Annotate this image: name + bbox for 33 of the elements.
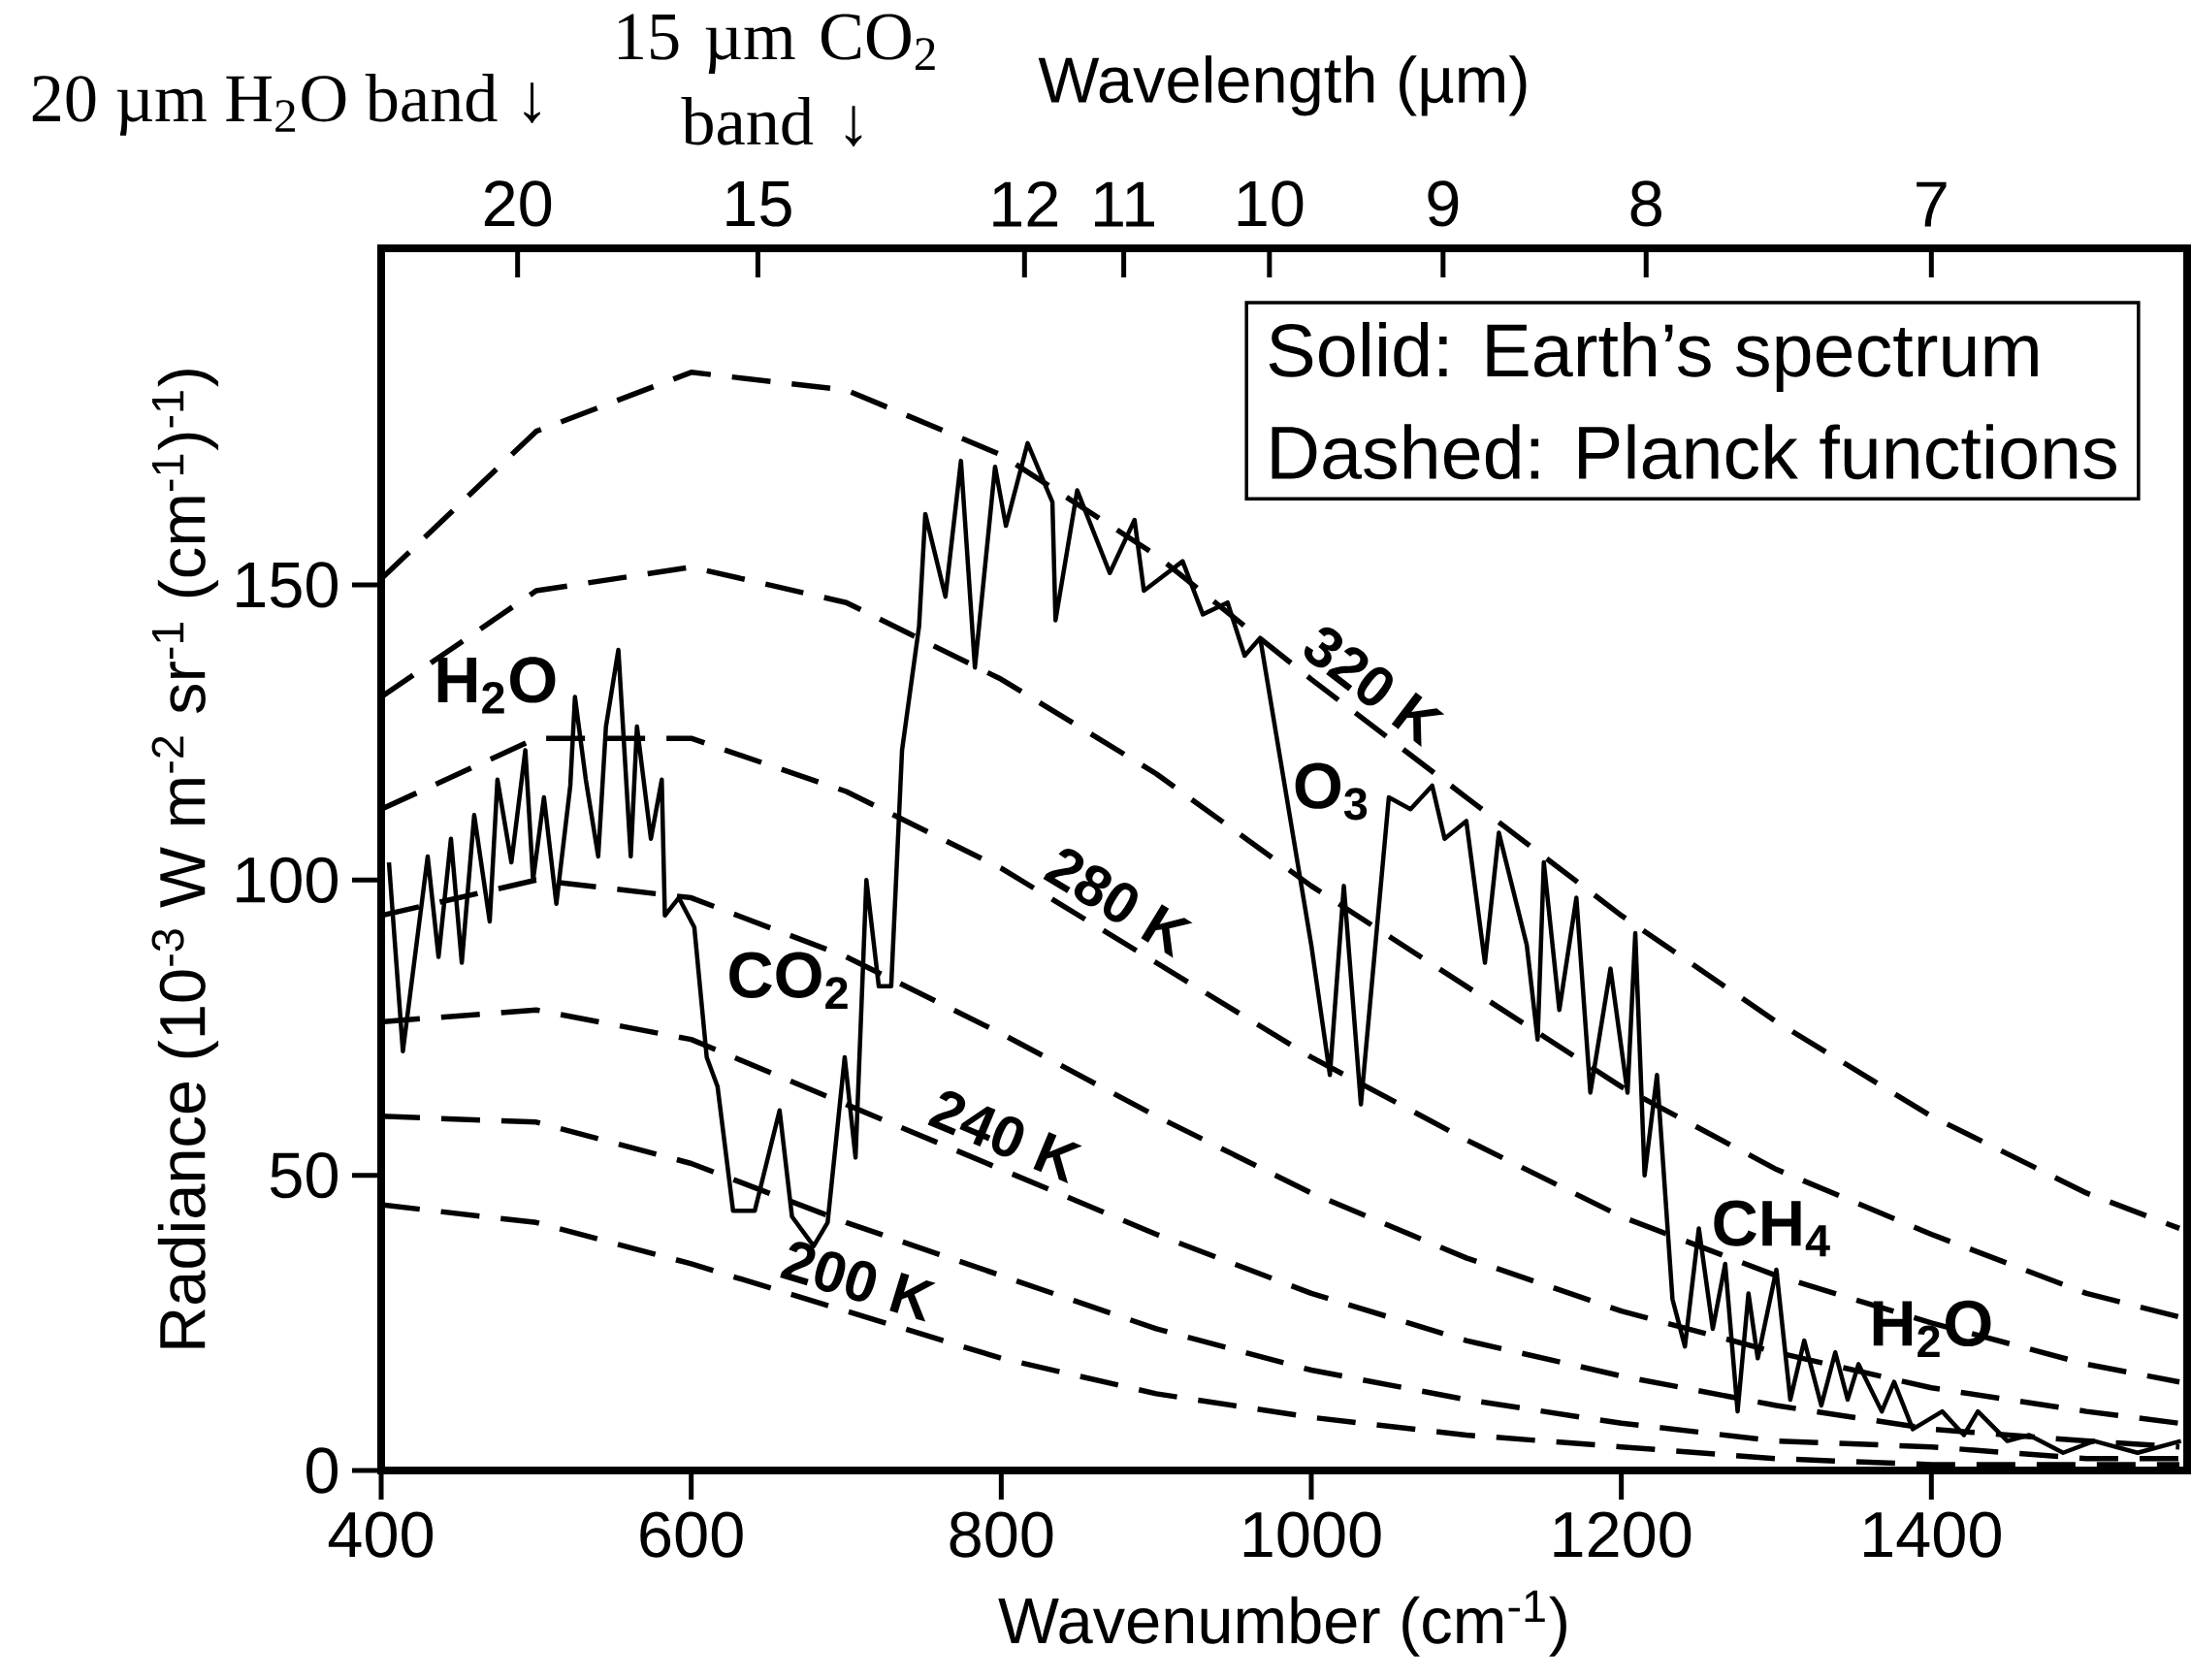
text: 11 xyxy=(1095,181,1154,227)
text: 280 K xyxy=(1043,849,1193,958)
text: 9 xyxy=(1428,180,1459,227)
text: 15 xyxy=(726,181,791,227)
text: Radiance (10$^{-3}$ W m$^{-2}$ sr$^{-1}$ (cm$^{-1}$)$^{-1}$) xyxy=(151,370,219,1348)
text: 10 xyxy=(1238,180,1304,227)
y-tick-label: 50 xyxy=(270,1152,338,1199)
text: 12 xyxy=(993,180,1058,227)
annotation: CO$_{2}$ xyxy=(729,952,848,1009)
x2-axis-title: Wavelength (µm) xyxy=(1038,55,1527,116)
x-tick-label: 600 xyxy=(640,1511,743,1558)
text: 20 µm H$_{2}$O band ↓ xyxy=(32,74,540,136)
x-tick-label: 1000 xyxy=(1243,1511,1381,1558)
annotation: O$_{3}$ xyxy=(1295,762,1368,821)
annotation: Dashed: Planck functions xyxy=(1272,424,2116,480)
annotation: CH$_{4}$ xyxy=(1714,1200,1830,1257)
x-tick-label: 1200 xyxy=(1554,1511,1692,1558)
y-tick-label: 100 xyxy=(237,856,338,903)
text: 200 K xyxy=(780,1242,936,1322)
text: 15 µm CO$_{2}$ band ↓ xyxy=(619,14,935,146)
text: 8 xyxy=(1630,180,1661,227)
x-tick-label: 1400 xyxy=(1864,1511,2001,1558)
text: 7 xyxy=(1917,181,1947,227)
x-axis-title: Wavenumber (cm$^{-1}$) xyxy=(998,1590,1566,1657)
text: 320 K xyxy=(1304,627,1445,747)
text: 20 xyxy=(484,180,552,227)
annotation: Solid: Earth’s spectrum xyxy=(1269,321,2038,392)
annotation: H$_{2}$O xyxy=(437,657,556,714)
x-tick-label: 400 xyxy=(328,1511,434,1558)
y-tick-label: 0 xyxy=(306,1447,338,1494)
x-tick-label: 800 xyxy=(950,1511,1053,1558)
y-tick-label: 150 xyxy=(237,562,338,608)
text: 240 K xyxy=(927,1090,1082,1183)
